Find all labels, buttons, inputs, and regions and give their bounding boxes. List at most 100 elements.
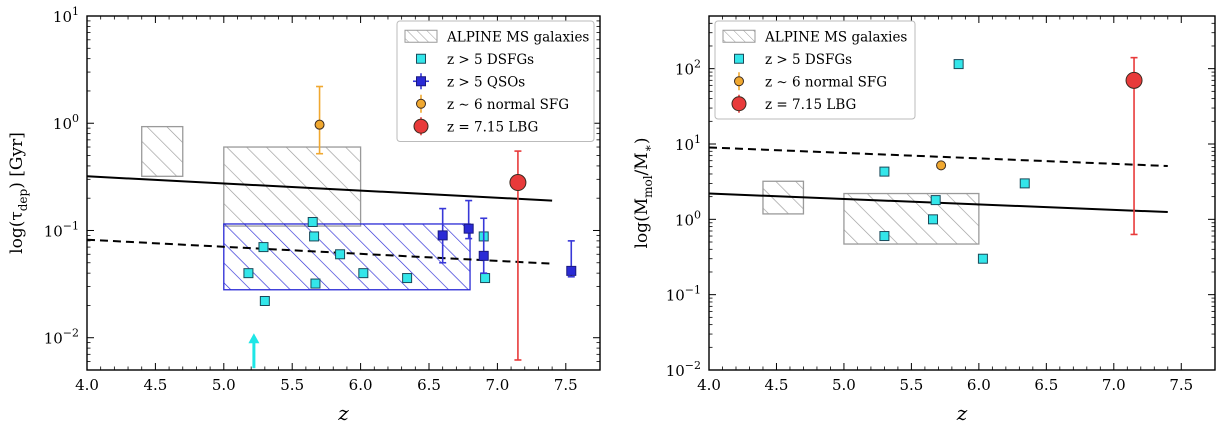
dsfg-point <box>1019 178 1030 189</box>
x-tick-label: 5.5 <box>899 376 923 394</box>
y-tick-label-exponent: 0 <box>72 112 79 125</box>
legend-box <box>396 20 595 142</box>
dsfg-point <box>480 273 491 284</box>
x-axis: 4.0 4.5 5.0 5.5 6.0 6.5 7.0 7.5 <box>697 16 1193 394</box>
dsfg-point <box>309 231 320 242</box>
y-tick-label-exponent: −2 <box>63 327 79 340</box>
y-tick-label: 102 <box>675 58 701 79</box>
x-tick-label: 6.0 <box>349 376 373 394</box>
dsfg-point <box>879 166 890 177</box>
y-tick-label-base: 10 <box>666 362 685 380</box>
qso-point <box>437 230 448 241</box>
legend-label: z ∼ 6 normal SFG <box>447 97 569 113</box>
y-tick-label: 10−1 <box>44 219 79 240</box>
dsfg-point <box>953 59 964 70</box>
legend: ALPINE MS galaxies z > 5 DSFGs z ∼ 6 norma… <box>714 20 916 120</box>
left-panel: 4.0 4.5 5.0 5.5 6.0 6.5 7.0 7.510−210−1100101zl… <box>7 5 601 425</box>
y-tick-label-base: 10 <box>44 222 63 240</box>
y-tick-label: 10−2 <box>44 327 79 348</box>
x-tick-label: 4.5 <box>765 376 789 394</box>
legend-label: ALPINE MS galaxies <box>764 29 907 45</box>
y-axis-label-sub: mol <box>641 175 655 198</box>
legend-symbol-square <box>416 53 426 64</box>
x-tick-label: 6.5 <box>417 376 441 394</box>
plot-frame <box>86 15 601 371</box>
y-axis-label-mid: /M <box>632 152 652 175</box>
legend-symbol-circle <box>734 76 744 87</box>
qso-point <box>478 250 489 261</box>
y-tick-label: 10−2 <box>666 359 701 380</box>
legend-label: z ∼ 6 normal SFG <box>765 74 887 90</box>
dsfg-point <box>258 242 269 253</box>
dsfg-point <box>977 253 988 264</box>
dsfg-point <box>335 249 346 260</box>
x-tick-label: 6.5 <box>1034 376 1058 394</box>
legend-label: ALPINE MS galaxies <box>446 29 589 45</box>
y-tick-label-base: 10 <box>53 8 72 26</box>
x-axis-label: z <box>337 401 349 425</box>
legend-box <box>714 20 916 120</box>
y-tick-label: 100 <box>675 208 701 229</box>
y-tick-label-base: 10 <box>675 211 694 229</box>
y-tick-label-base: 10 <box>44 330 63 348</box>
y-axis-label-end: ) <box>632 138 652 145</box>
x-tick-label: 4.0 <box>697 376 721 394</box>
legend-label: z = 7.15 LBG <box>447 119 538 135</box>
x-tick-label: 4.5 <box>143 376 167 394</box>
x-axis-label: z <box>956 401 968 425</box>
legend-symbol-square <box>416 76 426 87</box>
y-tick-label-exponent: −1 <box>685 284 701 297</box>
y-tick-label-exponent: 1 <box>694 133 701 146</box>
dsfg-point <box>259 295 270 306</box>
dsfg-point <box>307 216 318 227</box>
dashed-trend-line <box>709 146 1168 168</box>
dsfg-point <box>243 268 254 279</box>
lbg-point <box>1125 71 1143 89</box>
y-axis-label-unit: ) [Gyr] <box>7 132 27 189</box>
dsfg-point <box>310 278 321 289</box>
legend-label: z = 7.15 LBG <box>765 97 856 113</box>
legend: ALPINE MS galaxies z > 5 DSFGs z > 5 QSOs z… <box>396 20 595 142</box>
y-tick-label: 101 <box>675 133 701 154</box>
qso-point <box>463 223 474 234</box>
dsfg-point <box>358 268 369 279</box>
x-axis: 4.0 4.5 5.0 5.5 6.0 6.5 7.0 7.5 <box>75 16 578 394</box>
legend-symbol-circle <box>413 118 429 134</box>
y-tick-label-exponent: −2 <box>685 359 701 372</box>
alpine-ms-region <box>141 125 184 177</box>
lbg-point <box>509 174 527 192</box>
legend-symbol-hatch <box>404 29 438 43</box>
y-tick-label-base: 10 <box>666 287 685 305</box>
x-tick-label: 5.5 <box>280 376 304 394</box>
x-tick-label: 5.0 <box>212 376 236 394</box>
legend-symbol-square <box>734 53 744 64</box>
y-tick-label: 101 <box>53 5 79 26</box>
x-tick-label: 6.0 <box>967 376 991 394</box>
y-tick-label-exponent: 2 <box>694 58 701 71</box>
y-tick-label: 10−1 <box>666 284 701 305</box>
y-axis-label-sub2: ∗ <box>641 144 655 152</box>
y-tick-label-base: 10 <box>53 115 72 133</box>
y-axis-label-main: log(M <box>632 198 652 249</box>
y-axis-label-main: log(τ <box>7 211 27 254</box>
dsfg-point <box>402 273 413 284</box>
dsfg-point <box>927 214 938 225</box>
upper-limit-arrow-head <box>248 333 260 344</box>
right-panel: 4.0 4.5 5.0 5.5 6.0 6.5 7.0 7.510−210−110010110… <box>632 15 1216 425</box>
plot-frame <box>708 15 1216 371</box>
y-axis-label: log(τdep) [Gyr] <box>7 132 30 254</box>
y-tick-label-exponent: −1 <box>63 219 79 232</box>
legend-symbol-circle <box>416 98 426 109</box>
legend-symbol-circle <box>731 96 747 112</box>
x-tick-label: 7.5 <box>554 376 578 394</box>
normal-sfg-point <box>314 119 325 130</box>
x-tick-label: 7.0 <box>485 376 509 394</box>
x-tick-label: 5.0 <box>832 376 856 394</box>
legend-label: z > 5 DSFGs <box>765 52 852 68</box>
y-tick-label: 100 <box>53 112 79 133</box>
y-tick-label-exponent: 1 <box>72 5 79 18</box>
legend-label: z > 5 QSOs <box>447 74 525 90</box>
y-axis-label-sub: dep <box>16 188 30 211</box>
